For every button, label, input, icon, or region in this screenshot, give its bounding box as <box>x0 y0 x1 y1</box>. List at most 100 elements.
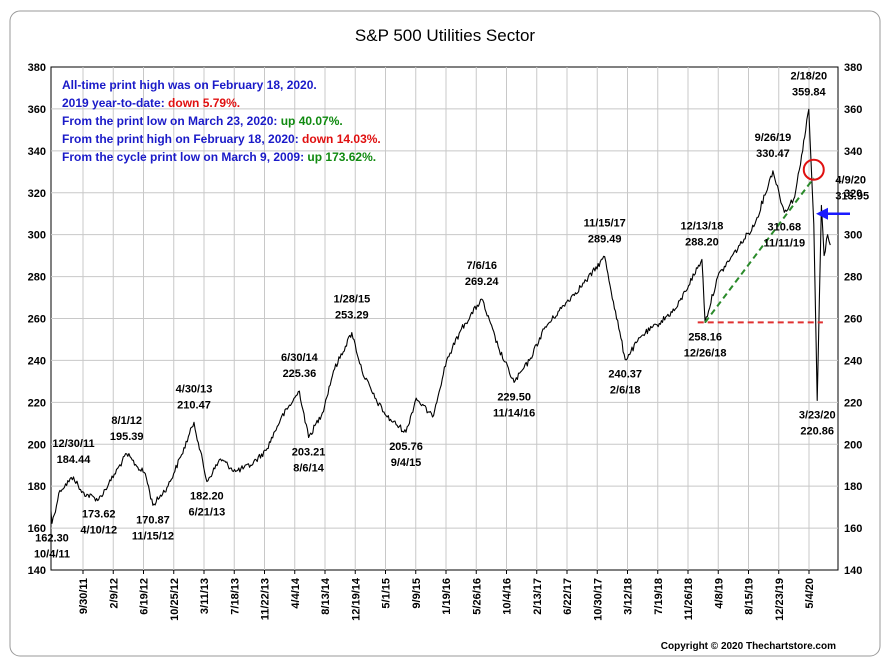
annotation-label-primary: 7/6/16 <box>466 260 497 272</box>
annotation-label-secondary: 330.47 <box>756 148 790 160</box>
y-tick-label-left: 140 <box>28 565 46 577</box>
annotation-label-secondary: 210.47 <box>177 399 211 411</box>
info-line: From the print high on February 18, 2020… <box>62 132 381 146</box>
y-tick-label-left: 320 <box>28 188 46 200</box>
annotation-label-primary: 173.62 <box>82 509 116 521</box>
x-tick-label: 12/19/14 <box>350 577 362 621</box>
info-line: All-time print high was on February 18, … <box>62 78 317 92</box>
x-tick-label: 8/15/19 <box>744 578 756 615</box>
annotation-label-secondary: 269.24 <box>465 276 500 288</box>
annotation-label-secondary: 184.44 <box>57 454 92 466</box>
y-tick-label-left: 380 <box>28 62 46 74</box>
x-tick-label: 4/8/19 <box>713 578 725 609</box>
y-tick-label-right: 160 <box>844 523 862 535</box>
price-series-line <box>50 108 831 524</box>
annotation-label-secondary: 9/4/15 <box>391 457 422 469</box>
annotation-label-secondary: 6/21/13 <box>189 507 226 519</box>
y-tick-label-right: 140 <box>844 565 862 577</box>
x-tick-label: 9/9/15 <box>411 578 423 609</box>
y-tick-label-left: 240 <box>28 355 46 367</box>
annotation-label-primary: 162.30 <box>35 532 69 544</box>
y-tick-label-right: 280 <box>844 272 862 284</box>
annotation-label-primary: 310.68 <box>767 221 801 233</box>
annotation-label-primary: 9/26/19 <box>755 132 792 144</box>
y-tick-label-right: 300 <box>844 230 862 242</box>
y-tick-label-right: 220 <box>844 397 862 409</box>
chart-title: S&P 500 Utilities Sector <box>355 26 535 45</box>
info-line-highlight: up 173.62%. <box>304 150 376 164</box>
x-tick-label: 5/26/16 <box>471 578 483 615</box>
y-tick-label-left: 300 <box>28 230 46 242</box>
info-line-text: 2019 year-to-date: <box>62 96 165 110</box>
info-line-text: All-time print high was on February 18, … <box>62 78 317 92</box>
info-line: From the cycle print low on March 9, 200… <box>62 150 376 164</box>
annotation-label-primary: 11/15/17 <box>584 218 626 230</box>
annotation-label-primary: 6/30/14 <box>281 352 319 364</box>
x-tick-label: 6/22/17 <box>562 578 574 615</box>
annotation-label-primary: 205.76 <box>389 441 423 453</box>
x-tick-label: 5/1/15 <box>381 578 393 609</box>
y-tick-label-left: 220 <box>28 397 46 409</box>
x-tick-label: 5/4/20 <box>804 578 816 609</box>
annotation-label-primary: 258.16 <box>688 331 722 343</box>
info-line: 2019 year-to-date: down 5.79%. <box>62 96 240 110</box>
x-tick-label: 10/25/12 <box>169 578 181 621</box>
annotation-label-primary: 203.21 <box>292 447 326 459</box>
info-line-highlight: up 40.07%. <box>277 114 342 128</box>
y-tick-label-right: 320 <box>844 188 862 200</box>
annotation-label-primary: 170.87 <box>136 514 170 526</box>
annotation-label-secondary: 289.49 <box>588 234 622 246</box>
y-tick-label-right: 380 <box>844 62 862 74</box>
annotation-label-primary: 4/9/20 <box>835 174 866 186</box>
x-tick-label: 3/12/18 <box>623 578 635 615</box>
annotation-label-secondary: 225.36 <box>283 368 317 380</box>
annotation-label-secondary: 288.20 <box>685 236 719 248</box>
y-tick-label-left: 200 <box>28 439 46 451</box>
annotation-label-secondary: 10/4/11 <box>34 548 70 560</box>
y-tick-label-left: 180 <box>28 481 46 493</box>
annotation-label-secondary: 11/11/19 <box>764 237 806 249</box>
arrow-left-icon <box>816 207 828 220</box>
x-tick-label: 6/19/12 <box>139 578 151 615</box>
annotation-label-primary: 4/30/13 <box>176 383 213 395</box>
annotation-label-secondary: 253.29 <box>335 310 369 322</box>
info-line-text: From the print high on February 18, 2020… <box>62 132 299 146</box>
annotation-label-secondary: 12/26/18 <box>684 347 727 359</box>
highlight-circle <box>802 158 825 181</box>
annotation-label-primary: 2/18/20 <box>790 70 827 82</box>
y-tick-label-left: 260 <box>28 314 46 326</box>
annotation-label-secondary: 313.95 <box>835 190 869 202</box>
annotation-label-primary: 3/23/20 <box>799 410 836 422</box>
copyright-text: Copyright © 2020 Thechartstore.com <box>661 641 836 652</box>
annotation-label-secondary: 8/6/14 <box>293 463 324 475</box>
annotation-label-primary: 240.37 <box>608 369 642 381</box>
x-tick-label: 10/30/17 <box>592 578 604 621</box>
x-tick-label: 2/9/12 <box>108 578 120 609</box>
y-tick-label-right: 360 <box>844 104 862 116</box>
annotation-label-secondary: 195.39 <box>110 431 144 443</box>
info-line-highlight: down 14.03%. <box>299 132 381 146</box>
x-tick-label: 10/4/16 <box>502 578 514 615</box>
y-tick-label-left: 280 <box>28 272 46 284</box>
annotation-label-primary: 1/28/15 <box>333 294 370 306</box>
annotation-label-primary: 182.20 <box>190 491 224 503</box>
x-tick-label: 2/13/17 <box>532 578 544 615</box>
info-line: From the print low on March 23, 2020: up… <box>62 114 343 128</box>
x-tick-label: 3/11/13 <box>199 578 211 614</box>
y-tick-label-left: 160 <box>28 523 46 535</box>
y-tick-label-right: 240 <box>844 355 862 367</box>
annotation-label-primary: 8/1/12 <box>111 415 142 427</box>
annotation-label-secondary: 4/10/12 <box>80 525 117 537</box>
x-tick-label: 12/23/19 <box>774 578 786 621</box>
annotation-label-secondary: 359.84 <box>792 86 827 98</box>
y-tick-label-right: 340 <box>844 146 862 158</box>
info-line-highlight: down 5.79%. <box>165 96 240 110</box>
y-tick-label-left: 360 <box>28 104 46 116</box>
annotation-label-secondary: 11/14/16 <box>493 407 535 419</box>
x-tick-label: 11/26/18 <box>683 578 695 620</box>
x-tick-label: 9/30/11 <box>78 578 90 614</box>
y-tick-label-right: 200 <box>844 439 862 451</box>
x-tick-label: 7/19/18 <box>653 578 665 615</box>
